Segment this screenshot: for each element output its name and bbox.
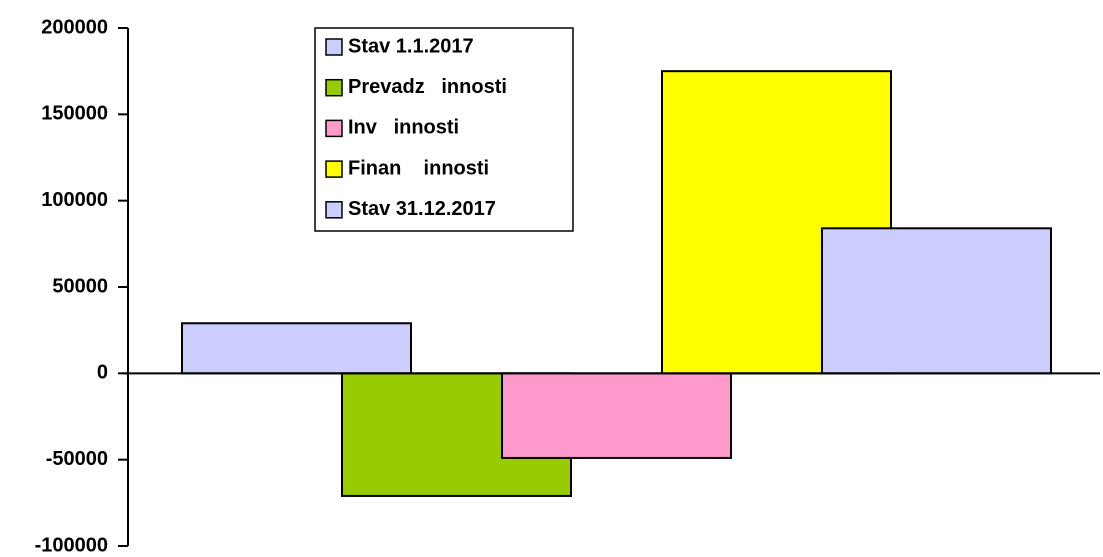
legend-swatch xyxy=(325,160,343,178)
legend-label: Prevadz innosti xyxy=(348,76,507,98)
bar xyxy=(821,227,1052,375)
legend-label: Stav 31.12.2017 xyxy=(348,198,496,220)
y-tick-label: 150000 xyxy=(41,103,108,125)
y-tick-label: 200000 xyxy=(41,16,108,38)
y-tick-label: -50000 xyxy=(46,448,108,470)
y-tick-label: -100000 xyxy=(35,534,108,556)
bar xyxy=(181,322,412,375)
y-tick-label: 100000 xyxy=(41,189,108,211)
y-tick-label: 50000 xyxy=(52,275,108,297)
legend-swatch xyxy=(325,119,343,138)
legend-swatch xyxy=(325,38,343,56)
y-tick-label: 0 xyxy=(97,362,108,384)
bar xyxy=(501,372,732,459)
legend-swatch xyxy=(325,201,343,219)
legend-swatch xyxy=(325,78,343,97)
legend-label: Inv innosti xyxy=(348,117,459,139)
legend-label: Stav 1.1.2017 xyxy=(348,35,474,57)
legend-label: Finan innosti xyxy=(348,157,489,179)
legend-box xyxy=(314,27,574,232)
